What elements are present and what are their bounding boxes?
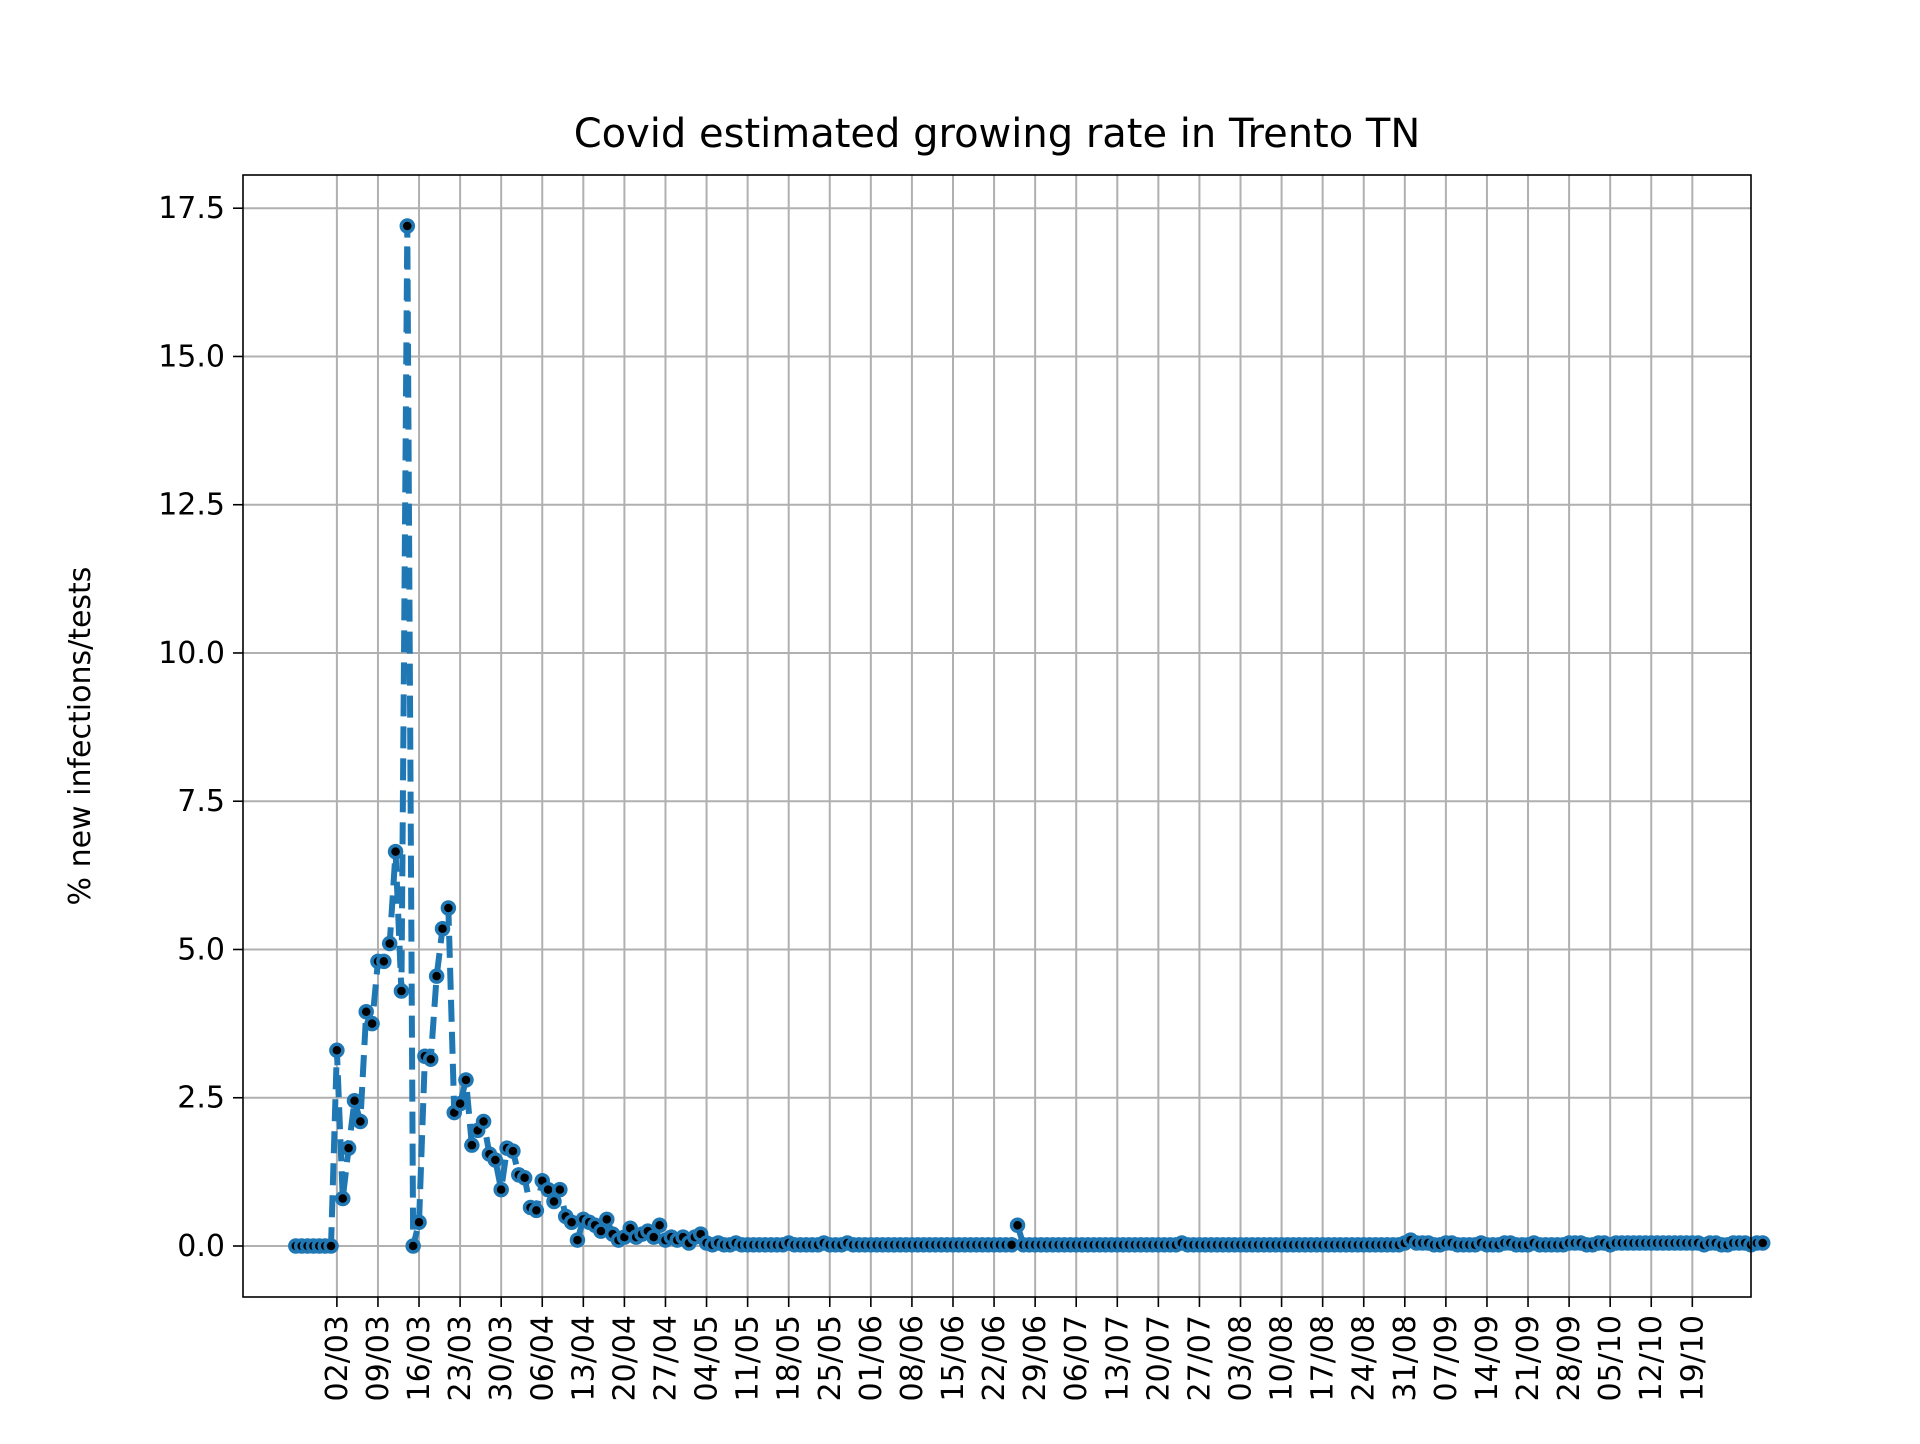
y-tick-label: 17.5 <box>158 191 225 226</box>
x-tick-label: 08/06 <box>895 1315 930 1401</box>
x-axis: 02/03 09/03 16/03 23/03 30/03 06/04 13/04 20/04… <box>320 1297 1710 1401</box>
x-tick-label: 01/06 <box>854 1315 889 1401</box>
x-tick-label: 14/09 <box>1470 1315 1505 1401</box>
x-tick-label: 27/07 <box>1182 1315 1217 1401</box>
data-point <box>335 1190 351 1207</box>
plot-frame <box>242 174 1752 1298</box>
data-point <box>428 968 445 984</box>
data-point <box>487 1152 504 1168</box>
data-point <box>376 953 392 970</box>
data-point <box>552 1181 568 1198</box>
data-point <box>399 218 416 234</box>
data-point <box>352 1113 369 1130</box>
x-tick-label: 02/03 <box>320 1315 355 1401</box>
x-tick-label: 04/05 <box>690 1315 725 1401</box>
x-tick-label: 29/06 <box>1018 1315 1053 1401</box>
x-tick-label: 05/10 <box>1593 1315 1628 1401</box>
data-point <box>423 1051 439 1067</box>
x-tick-label: 12/10 <box>1634 1315 1669 1401</box>
x-tick-label: 18/05 <box>772 1315 807 1401</box>
data-point <box>599 1211 615 1228</box>
data-point <box>405 1238 421 1254</box>
data-point <box>323 1238 339 1254</box>
y-axis-label: % new infections/tests <box>63 567 98 906</box>
data-point <box>464 1137 480 1153</box>
data-point <box>364 1015 380 1032</box>
x-tick-label: 06/04 <box>525 1315 560 1401</box>
x-tick-label: 28/09 <box>1552 1315 1587 1401</box>
x-tick-label: 17/08 <box>1306 1315 1341 1401</box>
data-point <box>546 1193 562 1210</box>
data-point <box>358 1004 374 1020</box>
y-axis: 0.0 2.5 5.0 7.5 10.0 12.5 15.0 17.5 <box>158 191 243 1264</box>
x-tick-label: 09/03 <box>361 1315 396 1401</box>
x-tick-label: 11/05 <box>731 1315 766 1401</box>
x-tick-label: 24/08 <box>1347 1315 1382 1401</box>
x-tick-label: 25/05 <box>813 1315 848 1401</box>
x-tick-label: 16/03 <box>402 1315 437 1401</box>
data-point <box>493 1181 509 1198</box>
data-point <box>434 920 451 937</box>
series-layer <box>288 218 1771 1254</box>
data-point <box>393 983 410 999</box>
data-point <box>411 1214 427 1231</box>
x-tick-label: 20/04 <box>607 1315 642 1401</box>
y-tick-label: 5.0 <box>177 932 225 967</box>
data-point <box>346 1092 363 1109</box>
data-point <box>340 1140 357 1156</box>
data-point <box>1754 1235 1771 1251</box>
x-tick-label: 30/03 <box>484 1315 519 1401</box>
x-tick-label: 27/04 <box>648 1315 683 1401</box>
data-point <box>452 1095 468 1112</box>
data-point <box>458 1072 474 1088</box>
data-point <box>381 935 398 952</box>
data-point <box>528 1202 545 1219</box>
y-tick-label: 15.0 <box>158 339 225 374</box>
x-tick-label: 07/09 <box>1429 1315 1464 1401</box>
x-tick-label: 15/06 <box>936 1315 971 1401</box>
data-point <box>516 1170 533 1186</box>
y-tick-label: 0.0 <box>177 1229 225 1264</box>
chart-title: Covid estimated growing rate in Trento T… <box>574 111 1421 157</box>
grid <box>243 175 1751 1297</box>
x-tick-label: 19/10 <box>1675 1315 1710 1401</box>
data-point <box>569 1232 586 1248</box>
x-tick-label: 22/06 <box>977 1315 1012 1401</box>
y-tick-label: 2.5 <box>177 1081 225 1116</box>
data-point <box>440 900 457 916</box>
x-tick-label: 06/07 <box>1059 1315 1094 1401</box>
x-tick-label: 20/07 <box>1141 1315 1176 1401</box>
data-point <box>387 843 404 860</box>
x-tick-label: 10/08 <box>1265 1315 1300 1401</box>
data-point <box>505 1143 521 1159</box>
x-tick-label: 21/09 <box>1511 1315 1546 1401</box>
data-point <box>475 1113 492 1130</box>
y-tick-label: 10.0 <box>158 636 225 671</box>
x-tick-label: 13/04 <box>566 1315 601 1401</box>
data-point <box>329 1042 345 1059</box>
data-point <box>651 1217 668 1233</box>
x-tick-label: 13/07 <box>1100 1315 1135 1401</box>
x-tick-label: 23/03 <box>443 1315 478 1401</box>
data-point <box>1009 1217 1026 1233</box>
y-tick-label: 12.5 <box>158 488 225 523</box>
x-tick-label: 31/08 <box>1388 1315 1423 1401</box>
x-tick-label: 03/08 <box>1224 1315 1259 1401</box>
y-tick-label: 7.5 <box>177 784 225 819</box>
